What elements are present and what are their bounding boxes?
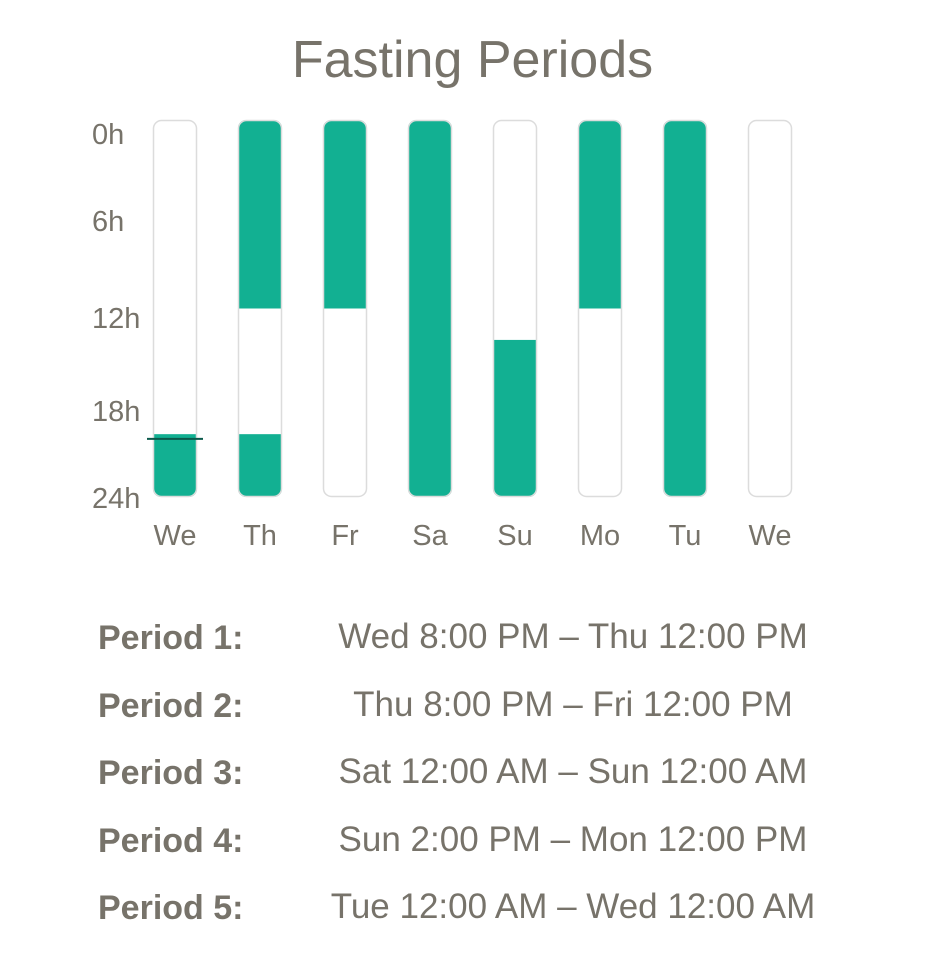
- bar-outline: [492, 119, 538, 498]
- chart-title: Fasting Periods: [291, 31, 654, 89]
- period-row: Period 5: Tue 12:00 AM – Wed 12:00 AM: [98, 878, 898, 946]
- x-tick-label: Su: [497, 520, 532, 552]
- bar-outline: [577, 119, 623, 498]
- x-tick-label: Mo: [580, 520, 620, 552]
- x-tick-label: We: [154, 520, 197, 552]
- bar-outline: [662, 119, 708, 498]
- period-range: Wed 8:00 PM – Thu 12:00 PM: [338, 617, 808, 656]
- fasting-segment: [408, 120, 452, 497]
- bar-track: [748, 120, 792, 497]
- day-bar: [492, 119, 538, 498]
- period-range: Sun 2:00 PM – Mon 12:00 PM: [338, 819, 808, 859]
- periods-list: Period 1: Wed 8:00 PM – Thu 12:00 PM Per…: [98, 608, 898, 946]
- y-axis: 0h 6h 12h 18h 24h: [92, 119, 140, 515]
- period-label: Period 4:: [98, 821, 244, 860]
- fasting-segment: [663, 120, 707, 497]
- bar-track: [153, 120, 197, 497]
- bar-outline: [747, 119, 793, 498]
- period-label: Period 3:: [98, 754, 244, 792]
- y-tick-label: 6h: [92, 206, 124, 238]
- bar-outline: [237, 119, 283, 498]
- x-tick-label: Fr: [331, 520, 359, 552]
- day-bar: [577, 119, 623, 498]
- bar-outline: [407, 119, 453, 498]
- period-label: Period 2:: [98, 686, 244, 725]
- period-row: Period 4: Sun 2:00 PM – Mon 12:00 PM: [98, 811, 898, 879]
- x-tick-label: Tu: [669, 520, 702, 552]
- day-bar: [237, 119, 283, 498]
- day-bar: [662, 119, 708, 498]
- y-tick-label: 0h: [92, 119, 124, 151]
- fasting-chart: 0h 6h 12h 18h 24h We Th Fr Sa Su Mo Tu We: [92, 119, 793, 552]
- period-range: Sat 12:00 AM – Sun 12:00 AM: [338, 752, 808, 791]
- y-tick-label: 18h: [92, 396, 140, 428]
- day-bar: [322, 119, 368, 498]
- period-row: Period 2: Thu 8:00 PM – Fri 12:00 PM: [98, 676, 898, 744]
- fasting-segment: [323, 120, 367, 309]
- y-tick-label: 12h: [92, 303, 140, 335]
- fasting-segment: [238, 120, 282, 309]
- y-tick-label: 24h: [92, 483, 140, 515]
- day-bar: [152, 119, 198, 498]
- period-label: Period 5:: [98, 889, 244, 927]
- x-tick-label: Sa: [412, 520, 448, 552]
- period-row: Period 3: Sat 12:00 AM – Sun 12:00 AM: [98, 743, 898, 811]
- day-bar: [407, 119, 453, 498]
- period-row: Period 1: Wed 8:00 PM – Thu 12:00 PM: [98, 608, 898, 676]
- fasting-segment: [238, 434, 282, 497]
- fasting-segment: [578, 120, 622, 309]
- bar-outline: [322, 119, 368, 498]
- period-label: Period 1:: [98, 619, 244, 657]
- period-range: Thu 8:00 PM – Fri 12:00 PM: [353, 684, 793, 724]
- bars-group: [147, 119, 793, 498]
- x-axis: We Th Fr Sa Su Mo Tu We: [154, 520, 792, 552]
- fasting-segment: [153, 434, 197, 497]
- x-tick-label: We: [749, 520, 792, 552]
- x-tick-label: Th: [243, 520, 277, 552]
- bar-outline: [152, 119, 198, 498]
- day-bar: [747, 119, 793, 498]
- fasting-segment: [493, 339, 537, 497]
- period-range: Tue 12:00 AM – Wed 12:00 AM: [330, 887, 816, 926]
